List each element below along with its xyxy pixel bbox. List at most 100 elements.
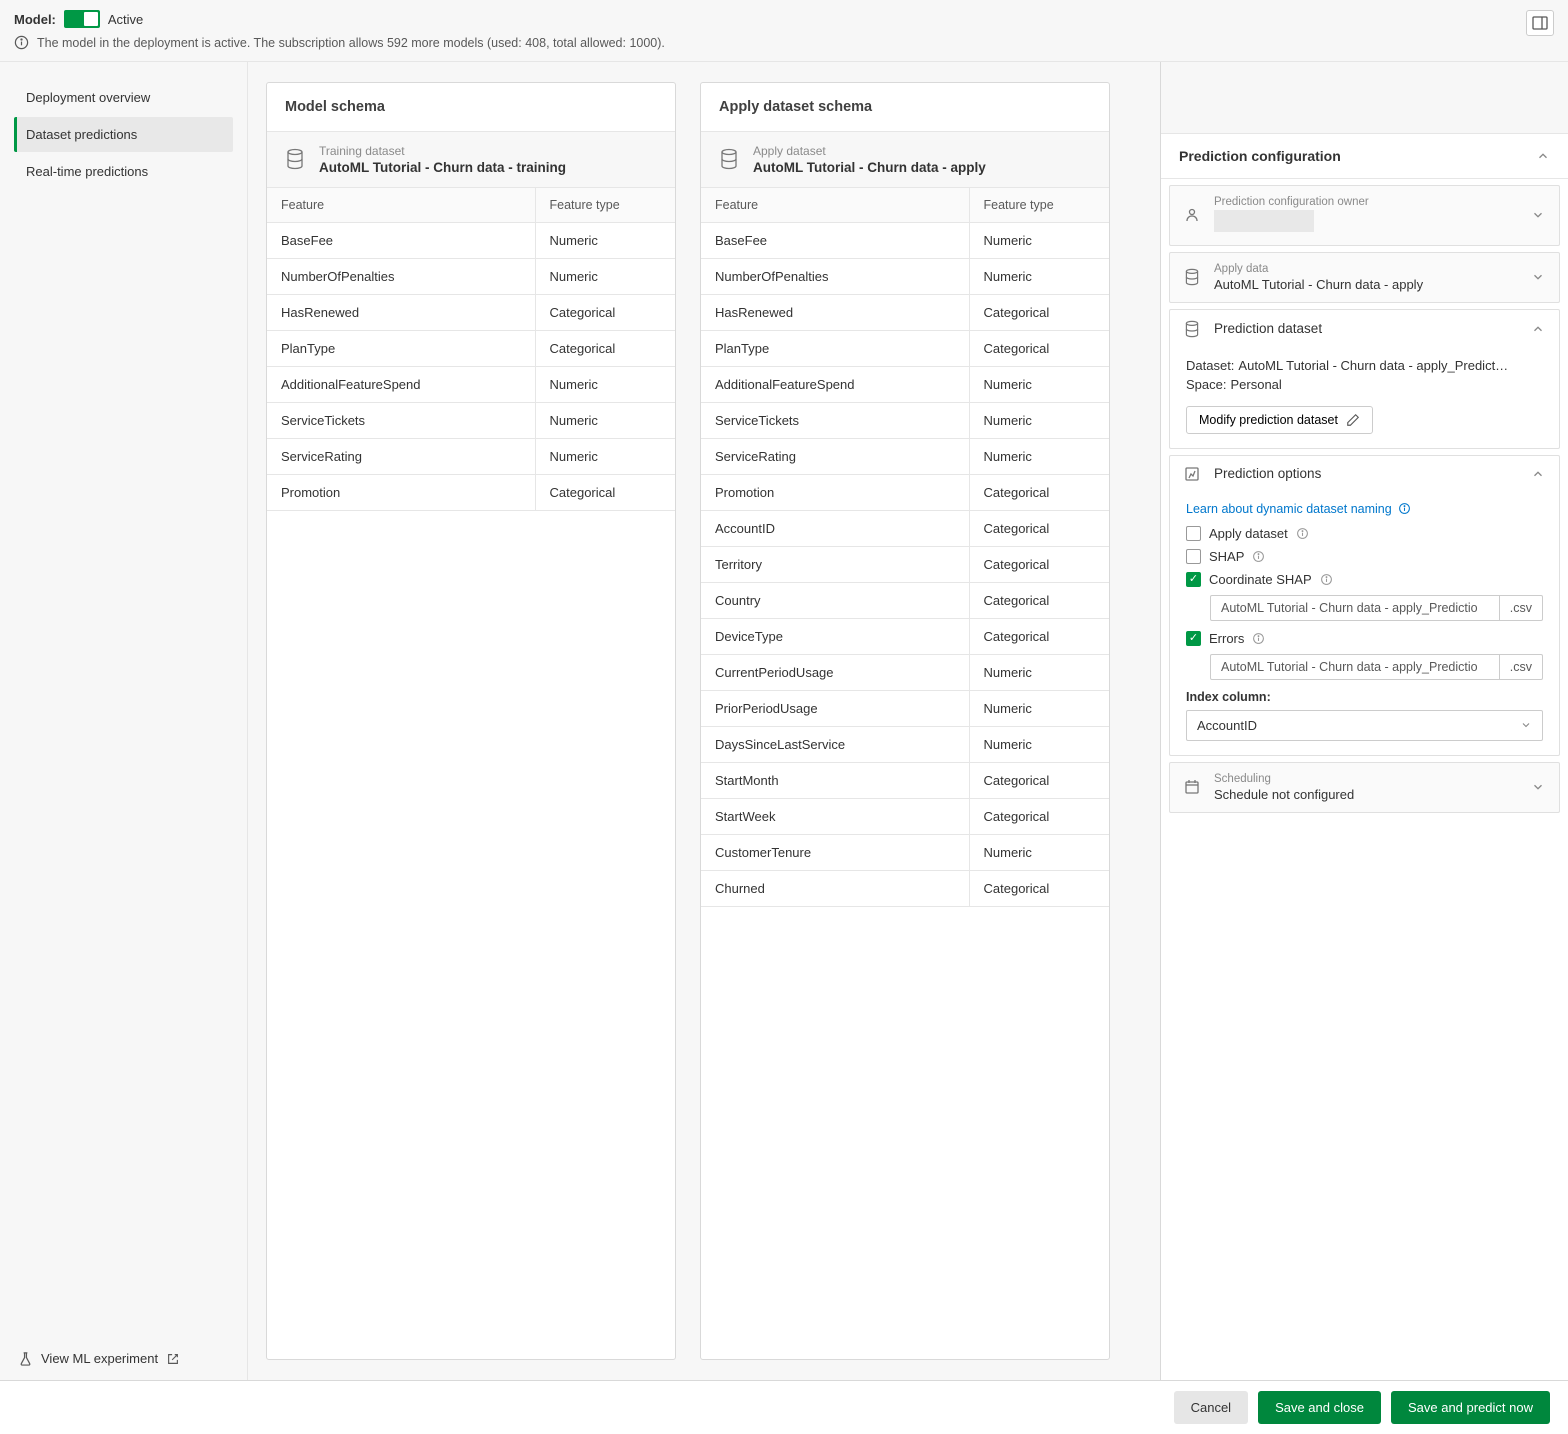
external-link-icon — [166, 1352, 180, 1366]
feature-cell: HasRenewed — [701, 294, 969, 330]
apply-dataset-name: AutoML Tutorial - Churn data - apply — [753, 160, 986, 175]
prediction-dataset-title: Prediction dataset — [1214, 321, 1519, 336]
type-cell: Categorical — [969, 798, 1109, 834]
feature-cell: PriorPeriodUsage — [701, 690, 969, 726]
chevron-down-icon — [1531, 780, 1545, 794]
apply-data-section-header[interactable]: Apply data AutoML Tutorial - Churn data … — [1170, 253, 1559, 302]
coord-shap-input[interactable]: AutoML Tutorial - Churn data - apply_Pre… — [1210, 595, 1500, 621]
calendar-icon — [1184, 779, 1200, 795]
dataset-value: AutoML Tutorial - Churn data - apply_Pre… — [1238, 358, 1508, 373]
user-icon — [1184, 207, 1200, 223]
feature-cell: StartWeek — [701, 798, 969, 834]
feature-cell: BaseFee — [267, 222, 535, 258]
feature-cell: StartMonth — [701, 762, 969, 798]
type-cell: Categorical — [969, 546, 1109, 582]
shap-label: SHAP — [1209, 549, 1244, 564]
learn-dynamic-naming-link[interactable]: Learn about dynamic dataset naming — [1186, 502, 1543, 516]
prediction-options-title: Prediction options — [1214, 466, 1519, 481]
shap-checkbox[interactable] — [1186, 549, 1201, 564]
chevron-down-icon — [1531, 208, 1545, 222]
feature-cell: ServiceRating — [701, 438, 969, 474]
type-cell: Categorical — [969, 294, 1109, 330]
owner-section-header[interactable]: Prediction configuration owner — [1170, 186, 1559, 245]
col-feature: Feature — [267, 188, 535, 223]
type-cell: Numeric — [969, 402, 1109, 438]
feature-cell: DeviceType — [701, 618, 969, 654]
save-predict-button[interactable]: Save and predict now — [1391, 1391, 1550, 1424]
sidebar-item-dataset-predictions[interactable]: Dataset predictions — [14, 117, 233, 152]
toggle-panel-button[interactable] — [1526, 10, 1554, 36]
type-cell: Numeric — [535, 222, 675, 258]
table-row: CustomerTenureNumeric — [701, 834, 1109, 870]
chevron-up-icon — [1536, 149, 1550, 163]
info-icon — [1252, 550, 1265, 563]
dataset-label: Dataset: — [1186, 358, 1234, 373]
table-row: PriorPeriodUsageNumeric — [701, 690, 1109, 726]
apply-dataset-checkbox[interactable] — [1186, 526, 1201, 541]
type-cell: Categorical — [969, 510, 1109, 546]
sidebar-item-real-time-predictions[interactable]: Real-time predictions — [14, 154, 233, 189]
table-row: PromotionCategorical — [701, 474, 1109, 510]
feature-cell: AdditionalFeatureSpend — [701, 366, 969, 402]
table-row: ServiceRatingNumeric — [701, 438, 1109, 474]
database-icon — [285, 148, 305, 170]
footer: Cancel Save and close Save and predict n… — [0, 1380, 1568, 1434]
feature-cell: NumberOfPenalties — [267, 258, 535, 294]
apply-data-value: AutoML Tutorial - Churn data - apply — [1214, 277, 1519, 292]
apply-dataset-label: Apply dataset — [1209, 526, 1288, 541]
info-icon — [1320, 573, 1333, 586]
prediction-dataset-section: Prediction dataset Dataset: AutoML Tutor… — [1169, 309, 1560, 449]
coord-shap-checkbox[interactable] — [1186, 572, 1201, 587]
feature-cell: CurrentPeriodUsage — [701, 654, 969, 690]
model-active-toggle[interactable] — [64, 10, 100, 28]
scheduling-section-header[interactable]: Scheduling Schedule not configured — [1170, 763, 1559, 812]
info-icon — [14, 35, 29, 50]
apply-dataset-sub: Apply dataset — [753, 144, 986, 158]
owner-value-redacted — [1214, 210, 1314, 232]
feature-cell: BaseFee — [701, 222, 969, 258]
type-cell: Categorical — [969, 330, 1109, 366]
info-icon — [1252, 632, 1265, 645]
training-dataset-sub: Training dataset — [319, 144, 566, 158]
modify-prediction-dataset-button[interactable]: Modify prediction dataset — [1186, 406, 1373, 434]
type-cell: Categorical — [969, 762, 1109, 798]
table-row: DeviceTypeCategorical — [701, 618, 1109, 654]
model-schema-title: Model schema — [267, 83, 675, 132]
prediction-config-title[interactable]: Prediction configuration — [1161, 134, 1568, 179]
cancel-button[interactable]: Cancel — [1174, 1391, 1248, 1424]
index-column-label: Index column: — [1186, 690, 1543, 704]
chevron-down-icon — [1520, 719, 1532, 731]
coord-shap-ext: .csv — [1500, 595, 1543, 621]
type-cell: Numeric — [969, 222, 1109, 258]
feature-cell: PlanType — [701, 330, 969, 366]
top-header: Model: Active The model in the deploymen… — [0, 0, 1568, 62]
apply-schema-title: Apply dataset schema — [701, 83, 1109, 132]
feature-cell: HasRenewed — [267, 294, 535, 330]
index-column-select[interactable]: AccountID — [1186, 710, 1543, 741]
prediction-options-header[interactable]: Prediction options — [1170, 456, 1559, 492]
type-cell: Categorical — [969, 870, 1109, 906]
sidebar-item-deployment-overview[interactable]: Deployment overview — [14, 80, 233, 115]
type-cell: Numeric — [535, 258, 675, 294]
feature-cell: DaysSinceLastService — [701, 726, 969, 762]
table-row: ServiceTicketsNumeric — [701, 402, 1109, 438]
view-ml-experiment-link[interactable]: View ML experiment — [0, 1337, 247, 1380]
type-cell: Numeric — [535, 438, 675, 474]
scheduling-value: Schedule not configured — [1214, 787, 1519, 802]
errors-checkbox[interactable] — [1186, 631, 1201, 646]
save-close-button[interactable]: Save and close — [1258, 1391, 1381, 1424]
chevron-down-icon — [1531, 270, 1545, 284]
feature-cell: PlanType — [267, 330, 535, 366]
feature-cell: ServiceRating — [267, 438, 535, 474]
table-row: BaseFeeNumeric — [267, 222, 675, 258]
scheduling-section: Scheduling Schedule not configured — [1169, 762, 1560, 813]
coord-shap-label: Coordinate SHAP — [1209, 572, 1312, 587]
training-dataset-name: AutoML Tutorial - Churn data - training — [319, 160, 566, 175]
content-area: Model schema Training dataset AutoML Tut… — [248, 62, 1160, 1380]
edit-icon — [1346, 413, 1360, 427]
prediction-dataset-header[interactable]: Prediction dataset — [1170, 310, 1559, 348]
feature-cell: Territory — [701, 546, 969, 582]
type-cell: Numeric — [969, 690, 1109, 726]
table-row: ChurnedCategorical — [701, 870, 1109, 906]
errors-input[interactable]: AutoML Tutorial - Churn data - apply_Pre… — [1210, 654, 1500, 680]
